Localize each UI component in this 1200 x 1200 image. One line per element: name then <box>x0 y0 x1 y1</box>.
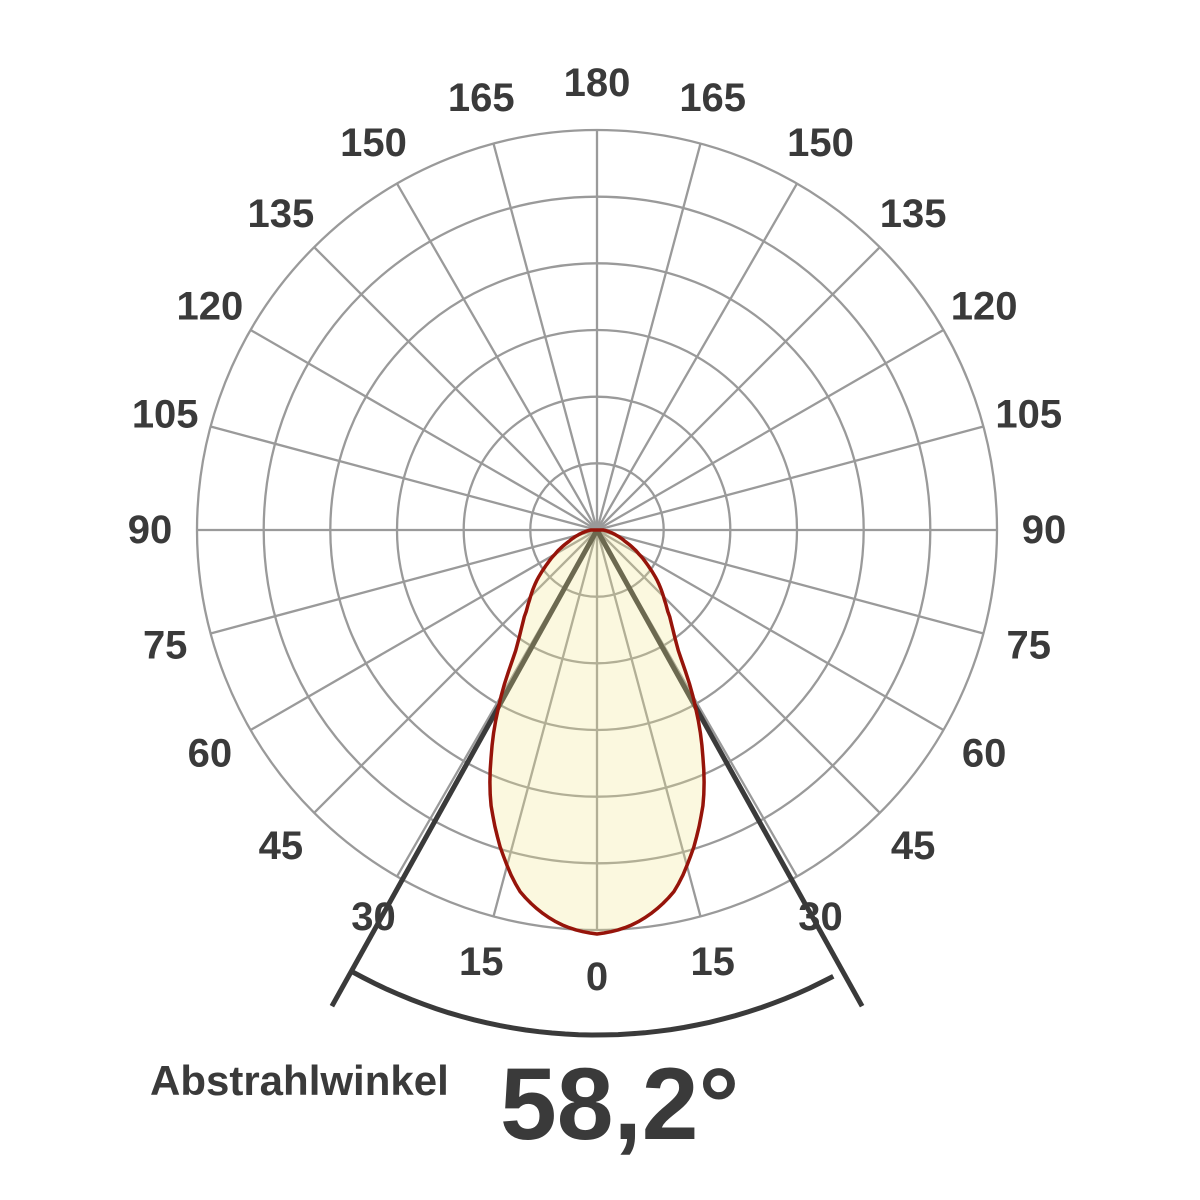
grid-radial-line <box>210 528 598 635</box>
angle-label: 105 <box>132 392 199 436</box>
angle-label: 150 <box>340 121 407 165</box>
angle-label: 165 <box>679 76 746 120</box>
grid-radial-line <box>596 329 944 531</box>
grid-radial-line <box>210 425 598 532</box>
grid-radial-line <box>313 529 598 814</box>
angle-label: 135 <box>248 192 315 236</box>
angle-label: 15 <box>459 940 504 984</box>
grid-radial-line <box>492 143 599 531</box>
beam-angle-line <box>329 528 600 1008</box>
grid-radial-line <box>396 183 598 531</box>
angle-label: 30 <box>798 895 843 939</box>
angle-label: 150 <box>787 121 854 165</box>
grid-radial-line <box>596 183 798 531</box>
grid-radial-line <box>250 529 598 731</box>
angle-label: 30 <box>351 895 396 939</box>
angle-label: 90 <box>1022 508 1067 552</box>
angle-label: 60 <box>188 732 233 776</box>
angle-label: 165 <box>448 76 515 120</box>
angle-label: 120 <box>177 285 244 329</box>
beam-angle-arc <box>350 969 835 1038</box>
intensity-lobe <box>488 528 706 936</box>
grid-radial-line <box>250 329 598 531</box>
angle-label: 60 <box>962 732 1007 776</box>
grid-radial-line <box>492 529 599 917</box>
angle-label: 135 <box>880 192 947 236</box>
grid-radial-line <box>596 529 944 731</box>
grid-radial-line <box>595 529 702 917</box>
grid-radial-line <box>596 425 984 532</box>
angle-label: 90 <box>128 508 173 552</box>
grid-radial-line <box>313 246 598 531</box>
angle-label: 75 <box>143 624 188 668</box>
angle-label: 120 <box>951 285 1018 329</box>
caption-label: Abstrahlwinkel <box>150 1057 449 1104</box>
grid-radial-line <box>596 528 984 635</box>
angle-label: 45 <box>259 824 304 868</box>
grid-radial-line <box>596 529 881 814</box>
angle-label: 45 <box>891 824 936 868</box>
beam-angle-line <box>594 528 865 1008</box>
angle-label: 180 <box>564 61 631 105</box>
beam-angle-value: 58,2° <box>500 1047 740 1161</box>
grid-radial-line <box>595 143 702 531</box>
angle-label: 15 <box>690 940 735 984</box>
angle-label: 0 <box>586 955 608 999</box>
angle-label: 75 <box>1007 624 1052 668</box>
angle-label: 105 <box>995 392 1062 436</box>
grid-radial-line <box>596 246 881 531</box>
